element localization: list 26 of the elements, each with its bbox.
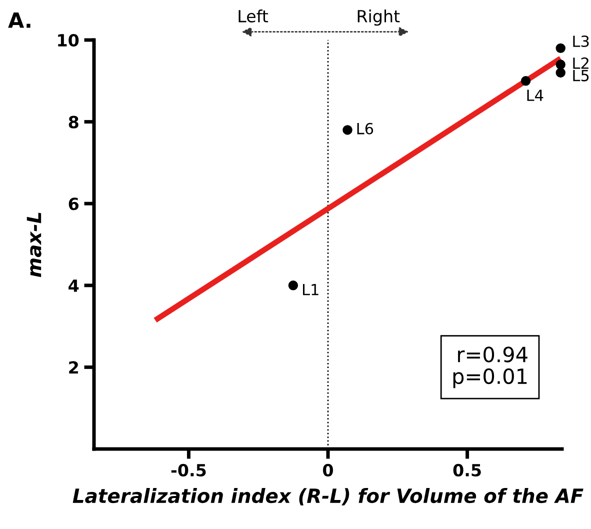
annotation: r=0.94 p=0.01 <box>453 346 528 388</box>
point <box>288 280 298 290</box>
y-tick-label: 2 <box>69 361 78 374</box>
y-tick-label: 4 <box>68 280 79 292</box>
y-tick-label: 6 <box>68 198 79 210</box>
x-tick-label: 0 <box>323 464 333 476</box>
point <box>556 60 566 70</box>
annotation: L3 <box>573 36 589 48</box>
y-tick-label: 10 <box>58 34 79 47</box>
y-axis-title: max-L <box>26 212 42 278</box>
y-tick-label: 8 <box>68 116 78 128</box>
text: A. <box>8 12 30 28</box>
x-tick-label: 0.5 <box>453 464 481 476</box>
annotation: L2 <box>573 57 588 69</box>
point <box>342 125 352 135</box>
annotation: L6 <box>357 122 374 134</box>
annotation: L1 <box>303 284 318 296</box>
point <box>520 76 531 86</box>
x-axis-title: Lateralization index (R-L) for Volume of the AF <box>72 488 584 506</box>
point <box>556 43 566 54</box>
annotation: L4 <box>527 90 544 101</box>
annotation: L5 <box>573 70 589 82</box>
text: Left <box>238 10 268 22</box>
point <box>556 68 566 78</box>
x-tick-label: -0.5 <box>171 464 206 476</box>
text: Right <box>358 10 400 26</box>
